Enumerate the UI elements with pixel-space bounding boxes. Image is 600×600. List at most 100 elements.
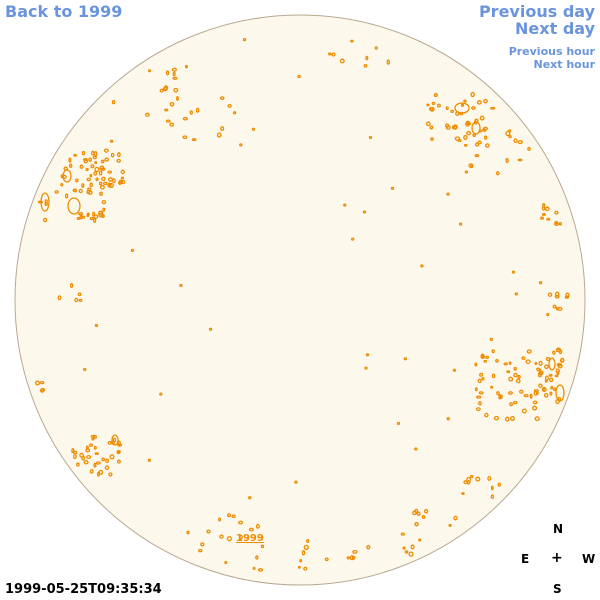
feature-contour [527,146,531,151]
feature-contour [538,360,543,367]
feature-contour [414,522,419,527]
feature-contour [363,63,368,68]
feature-contour [425,121,431,127]
feature-contour [78,212,84,216]
next-hour-link[interactable]: Next hour [533,58,596,71]
feature-contour [487,475,492,481]
feature-contour [446,417,450,421]
year-link[interactable]: 1999 [236,533,264,544]
feature-contour [76,216,81,221]
feature-contour [497,482,501,487]
feature-contour [557,363,563,369]
feature-contour [297,74,301,79]
feature-contour [111,434,119,446]
feature-contour [476,100,482,105]
feature-contour [452,368,457,372]
feature-contour [331,52,336,57]
feature-contour [478,391,484,395]
feature-contour [72,453,77,460]
feature-contour [548,373,553,377]
feature-contour [104,465,110,471]
feature-contour [466,131,472,136]
feature-contour [503,362,508,366]
feature-contour [57,295,62,301]
feature-contour [483,359,488,363]
previous-day-link[interactable]: Previous day [478,2,595,21]
feature-contour [93,445,97,450]
feature-contour [475,407,481,412]
feature-contour [74,297,79,303]
feature-contour [474,154,480,158]
feature-contour [219,534,224,539]
feature-contour [118,180,122,186]
feature-contour [491,373,496,379]
feature-contour [534,416,540,422]
feature-contour [504,416,510,422]
feature-contour [489,337,493,342]
feature-contour [402,546,406,550]
feature-contour [481,376,485,381]
feature-contour [67,197,81,215]
feature-contour [550,385,554,390]
feature-contour [220,126,225,132]
feature-contour [490,485,494,491]
feature-contour [436,103,441,108]
feature-contour [538,383,543,388]
feature-contour [445,106,449,111]
feature-contour [117,152,121,158]
feature-contour [324,557,329,562]
feature-contour [512,400,518,405]
feature-contour [169,101,175,107]
feature-contour [116,450,121,455]
feature-contour [110,152,115,158]
feature-contour [260,544,265,549]
feature-contour [72,188,78,193]
feature-contour [78,298,83,302]
feature-contour [513,138,518,144]
feature-contour [386,59,390,65]
feature-contour [479,115,485,121]
feature-contour [255,555,259,560]
feature-contour [514,292,518,296]
feature-contour [519,389,524,394]
feature-contour [521,356,526,360]
feature-contour [40,192,50,212]
feature-contour [198,548,203,553]
feature-contour [349,555,355,561]
next-day-link[interactable]: Next day [515,19,595,38]
feature-contour [490,106,496,110]
feature-contour [231,514,236,519]
feature-contour [404,550,409,554]
compass-west: W [582,552,596,566]
feature-contour [509,402,513,407]
feature-contour [148,69,152,73]
previous-hour-link[interactable]: Previous hour [508,45,595,58]
feature-contour [81,183,85,188]
feature-contour [454,102,470,114]
feature-contour [428,107,434,112]
back-to-year-link[interactable]: Back to 1999 [5,2,123,21]
feature-contour [517,374,521,379]
feature-contour [418,538,422,542]
feature-contour [463,135,468,140]
feature-contour [532,400,538,405]
feature-contour [89,173,93,178]
feature-contour [91,437,95,441]
feature-contour [306,539,310,543]
feature-contour [478,129,483,133]
feature-contour [396,421,401,426]
feature-contour [368,135,373,140]
feature-contour [83,367,87,372]
feature-contour [513,366,517,371]
feature-contour [216,132,222,138]
feature-contour [109,454,115,460]
feature-contour [538,373,542,378]
feature-contour [540,216,544,220]
feature-contour [91,150,95,156]
feature-contour [490,494,495,499]
feature-contour [412,510,418,516]
feature-contour [86,454,92,460]
feature-contour [555,384,565,402]
feature-contour [102,181,108,186]
feature-contour [508,361,512,365]
